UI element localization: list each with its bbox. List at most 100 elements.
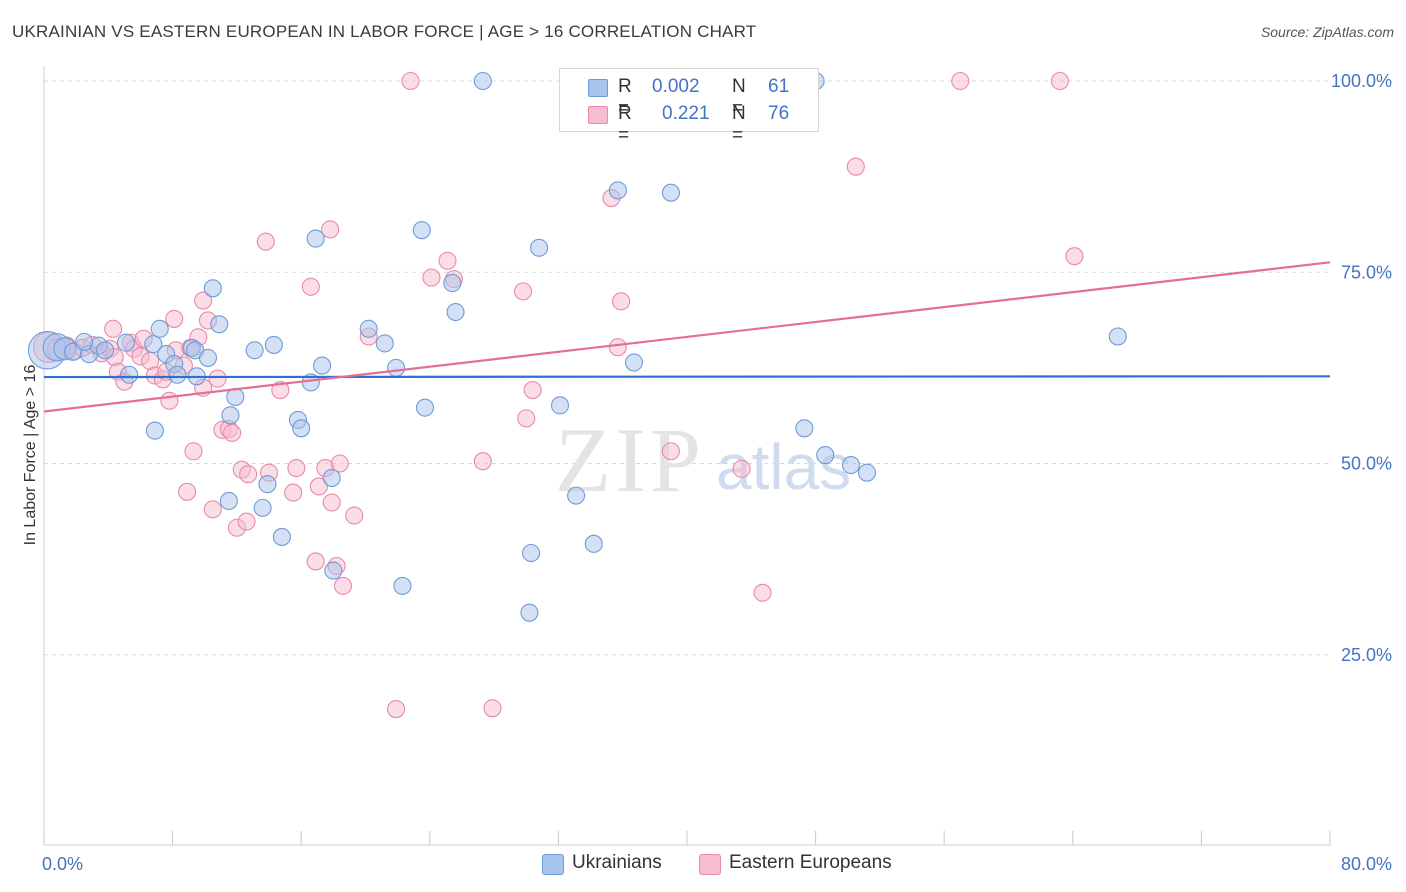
y-tick-label: 100.0% (1331, 71, 1392, 91)
trend-lines (43, 261, 1331, 413)
n-value: 76 (768, 103, 790, 124)
source-note: Source: ZipAtlas.com (1260, 24, 1394, 40)
chart-title: UKRAINIAN VS EASTERN EUROPEAN IN LABOR F… (12, 22, 757, 41)
ukrainian-point (75, 332, 94, 351)
ukrainian-point (168, 365, 187, 384)
series-legend: Ukrainians Eastern Europeans (0, 852, 1406, 878)
ukrainian-point (116, 333, 136, 352)
legend-label: Eastern Europeans (729, 852, 892, 873)
eastern-european-point (330, 454, 349, 473)
eastern-european-point (104, 319, 123, 338)
ukrainian-point (624, 353, 644, 372)
legend-label: Ukrainians (572, 852, 662, 873)
eastern-european-point (1050, 71, 1069, 91)
ukrainian-point (446, 302, 465, 322)
ukrainian-point (313, 356, 332, 375)
ukrainian-point (264, 335, 283, 354)
ukrainian-point (443, 273, 462, 293)
ukrainian-point (473, 71, 492, 91)
ukrainian-point (661, 183, 680, 202)
ukrainian-point (322, 468, 341, 488)
ukrainian-point (520, 603, 539, 622)
eastern-european-point (237, 512, 256, 531)
ukrainian-point (210, 315, 229, 334)
eastern-european-point (256, 232, 275, 251)
ukrainian-point (324, 561, 343, 580)
ukrainian-point (150, 319, 169, 338)
eastern-european-point (753, 583, 772, 602)
eastern-european-point (523, 381, 542, 400)
eastern-european-point (333, 576, 353, 595)
ukrainian-point (816, 446, 835, 465)
eastern-european-point (321, 220, 340, 239)
eastern-european-point (513, 282, 533, 301)
eastern-european-point (386, 700, 406, 719)
eastern-european-point (208, 369, 227, 388)
eastern-european-point (732, 459, 751, 478)
eastern-european-point (612, 292, 631, 311)
eastern-european-point (160, 391, 179, 410)
ukrainian-point (221, 406, 240, 425)
eastern-european-point (165, 309, 184, 328)
pink-swatch (699, 854, 721, 875)
ukrainian-point (306, 229, 325, 248)
eastern-european-point (184, 442, 203, 461)
eastern-european-point (271, 381, 290, 400)
eastern-european-point (517, 409, 536, 428)
ukrainian-point (359, 319, 378, 338)
ukrainian-point (584, 534, 603, 553)
eastern-european-point (223, 423, 242, 442)
ukrainian-point (198, 348, 218, 367)
ukrainian-point (415, 398, 435, 417)
ukrainian-point (96, 341, 115, 360)
ukrainian-point (608, 181, 627, 200)
ukrainian-point (857, 463, 877, 482)
x-tick-label: 80.0% (1341, 854, 1392, 874)
pink-swatch (588, 106, 608, 124)
eastern-european-point (284, 483, 303, 502)
r-label: R = (618, 103, 632, 146)
y-tick-label: 50.0% (1341, 454, 1392, 474)
eastern-european-point (322, 493, 341, 512)
blue-swatch (542, 854, 564, 875)
ukrainian-point (120, 365, 139, 384)
eastern-european-point (422, 268, 441, 287)
ukrainian-point (1108, 327, 1127, 346)
n-value: 61 (768, 76, 790, 97)
ukrainian-point (145, 421, 164, 440)
grid-lines (44, 80, 1330, 656)
ukrainian-point (258, 475, 277, 494)
n-label: N = (732, 76, 746, 119)
eastern-european-point (306, 552, 325, 571)
r-label: R = (618, 76, 632, 119)
y-axis-label: In Labor Force | Age > 16 (22, 365, 39, 546)
ukrainian-point (530, 238, 549, 257)
eastern-european-point (661, 442, 680, 461)
ukrainian-point (272, 527, 291, 546)
ukrainian-point (386, 358, 406, 377)
ukrainians-trend-line (43, 375, 1331, 379)
eastern-european-point (203, 500, 222, 519)
ukrainian-point (550, 396, 570, 415)
correlation-legend: R = 0.002 N = 61 R = 0.221 N = 76 (559, 68, 819, 146)
eastern-european-point (239, 465, 258, 484)
eastern-european-point (951, 71, 970, 91)
ukrainian-point (795, 419, 814, 438)
eastern-european-point (345, 506, 364, 525)
eastern-european-point (178, 482, 197, 501)
r-value: 0.221 (662, 103, 710, 124)
eastern-european-point (1065, 247, 1084, 266)
y-tick-label: 25.0% (1341, 645, 1392, 665)
ukrainian-point (144, 335, 163, 354)
ukrainian-point (219, 491, 238, 511)
eastern-european-point (309, 477, 328, 496)
n-label: N = (732, 103, 746, 146)
ukrainian-point (245, 341, 264, 360)
x-tick-label: 0.0% (42, 854, 83, 874)
tick-labels: 25.0% 50.0% 75.0% 100.0% 0.0% 80.0% (42, 71, 1392, 874)
y-tick-label: 75.0% (1341, 262, 1392, 282)
blue-swatch (588, 79, 608, 97)
eastern-european-point (287, 459, 306, 478)
ukrainian-point (375, 334, 394, 353)
